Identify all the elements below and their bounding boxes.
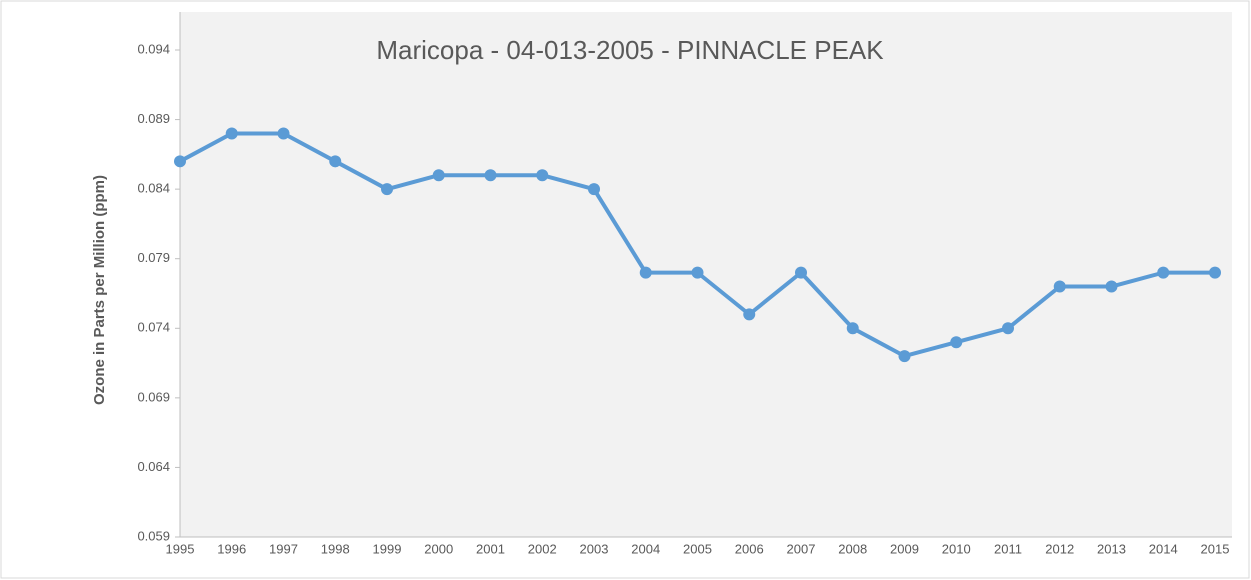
y-tick-label: 0.074 bbox=[137, 320, 170, 335]
marker bbox=[898, 350, 911, 363]
x-tick-label: 2002 bbox=[528, 541, 557, 556]
marker bbox=[743, 308, 756, 321]
chart-title: Maricopa - 04-013-2005 - PINNACLE PEAK bbox=[376, 35, 884, 65]
x-tick-label: 2005 bbox=[683, 541, 712, 556]
marker bbox=[174, 155, 186, 168]
marker bbox=[1157, 266, 1170, 279]
marker bbox=[1053, 280, 1066, 293]
y-axis-label: Ozone in Parts per Million (ppm) bbox=[91, 175, 108, 405]
x-tick-label: 2011 bbox=[994, 541, 1022, 556]
x-tick-label: 2004 bbox=[631, 541, 660, 556]
marker bbox=[691, 266, 704, 279]
x-tick-label: 2010 bbox=[942, 541, 971, 556]
x-tick-label: 2008 bbox=[838, 541, 867, 556]
x-tick-label: 2003 bbox=[580, 541, 609, 556]
x-tick-label: 2007 bbox=[787, 541, 816, 556]
y-tick-label: 0.094 bbox=[137, 41, 170, 56]
x-tick-label: 2009 bbox=[890, 541, 919, 556]
marker bbox=[329, 155, 342, 168]
marker bbox=[484, 169, 497, 182]
y-tick-label: 0.064 bbox=[137, 459, 170, 474]
x-tick-label: 2012 bbox=[1045, 541, 1074, 556]
marker bbox=[1002, 322, 1014, 335]
marker bbox=[950, 336, 963, 349]
x-tick-label: 1997 bbox=[269, 541, 298, 556]
y-tick-label: 0.079 bbox=[137, 250, 170, 265]
x-tick-label: 2014 bbox=[1149, 541, 1178, 556]
marker bbox=[1105, 280, 1118, 293]
marker bbox=[225, 127, 238, 140]
y-tick-label: 0.059 bbox=[137, 528, 170, 543]
marker bbox=[381, 183, 393, 196]
x-tick-label: 1999 bbox=[373, 541, 402, 556]
marker bbox=[277, 127, 290, 140]
x-tick-label: 2006 bbox=[735, 541, 764, 556]
marker bbox=[1209, 266, 1221, 279]
x-tick-label: 2001 bbox=[476, 541, 505, 556]
x-tick-label: 2015 bbox=[1201, 541, 1230, 556]
y-tick-label: 0.084 bbox=[137, 181, 170, 196]
x-tick-label: 2013 bbox=[1097, 541, 1126, 556]
y-tick-label: 0.069 bbox=[137, 389, 170, 404]
marker bbox=[536, 169, 549, 182]
x-tick-label: 2000 bbox=[424, 541, 453, 556]
marker bbox=[639, 266, 652, 279]
x-tick-label: 1995 bbox=[166, 541, 195, 556]
y-tick-label: 0.089 bbox=[137, 111, 170, 126]
x-tick-label: 1996 bbox=[217, 541, 246, 556]
marker bbox=[795, 266, 807, 279]
marker bbox=[432, 169, 445, 182]
marker bbox=[846, 322, 859, 335]
plot-area bbox=[180, 12, 1232, 537]
x-tick-label: 1998 bbox=[321, 541, 350, 556]
marker bbox=[588, 183, 600, 196]
